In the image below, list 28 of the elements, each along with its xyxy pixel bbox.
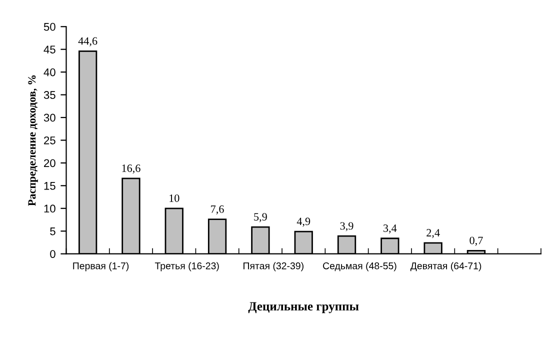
- data-label: 2,4: [426, 229, 440, 238]
- x-tick-label: Первая (1-7): [73, 262, 129, 272]
- x-tick-label: Девятая (64-71): [410, 262, 482, 272]
- y-tick-label: 25: [44, 136, 56, 144]
- x-tick-label: Пятая (32-39): [244, 262, 304, 272]
- data-label: 4,9: [296, 218, 310, 227]
- y-tick-label: 30: [44, 114, 56, 122]
- data-label: 44,6: [78, 37, 98, 46]
- data-label: 3,4: [384, 224, 397, 234]
- data-label: 5,9: [254, 213, 267, 222]
- x-tick-label: Третья (16-23): [154, 262, 219, 272]
- x-tick-label: Седьмая (48-55): [323, 262, 396, 272]
- y-tick-label: 50: [44, 22, 56, 31]
- y-tick-label: 5: [50, 227, 56, 236]
- y-tick-label: 40: [44, 68, 56, 76]
- data-label: 10: [170, 194, 180, 202]
- data-label: 0,7: [470, 236, 483, 246]
- y-tick-label: 20: [44, 159, 56, 168]
- data-label: 7,6: [211, 205, 224, 214]
- data-label: 16,6: [122, 164, 140, 174]
- y-tick-label: 0: [50, 250, 56, 258]
- data-label: 3,9: [340, 222, 354, 232]
- x-axis-title: Децильные группы: [248, 302, 359, 314]
- y-tick-label: 35: [44, 91, 56, 99]
- y-tick-label: 15: [44, 182, 56, 190]
- y-tick-label: 10: [44, 204, 56, 213]
- y-tick-label: 45: [44, 46, 56, 54]
- y-axis-title: Распределение доходов, %: [28, 75, 38, 206]
